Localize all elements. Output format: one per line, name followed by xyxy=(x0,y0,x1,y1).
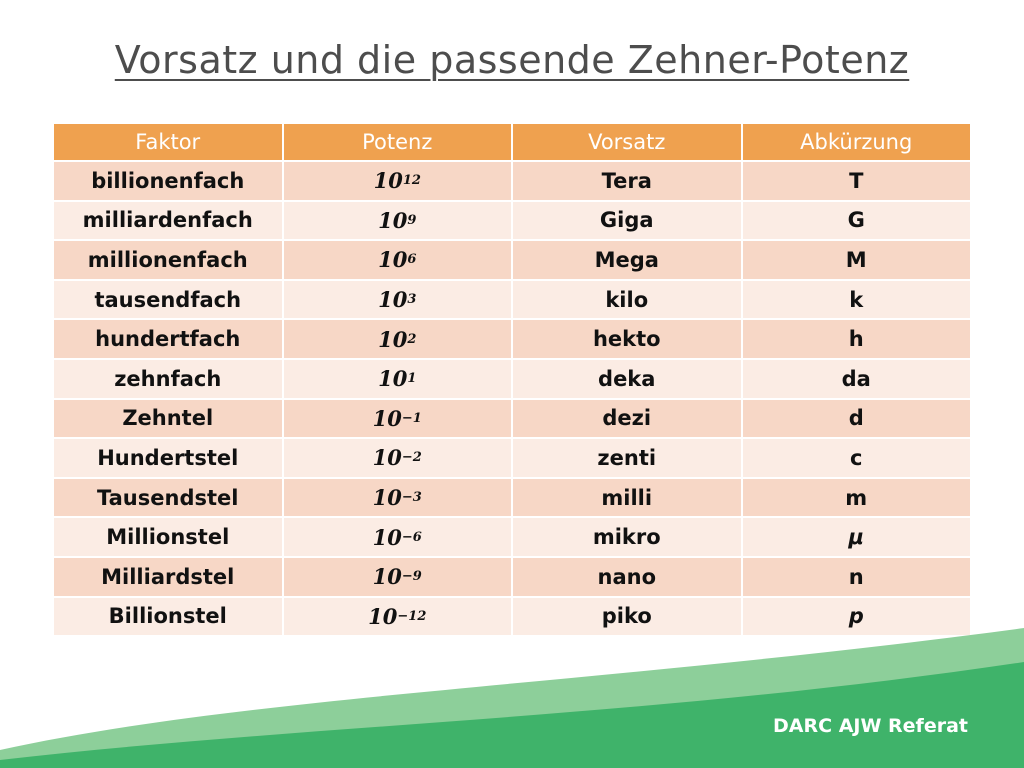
cell-vorsatz: deka xyxy=(513,359,741,398)
table-row: Millionstel 10−6 mikro μ xyxy=(54,518,970,556)
cell-faktor: billionenfach xyxy=(54,162,282,200)
cell-faktor: milliardenfach xyxy=(54,201,282,240)
cell-faktor: zehnfach xyxy=(54,359,282,398)
cell-potenz: 10−9 xyxy=(283,557,511,596)
table-row: zehnfach 101 deka da xyxy=(54,359,970,398)
cell-vorsatz: Mega xyxy=(513,241,741,279)
cell-abkuerzung: da xyxy=(742,359,970,398)
cell-abkuerzung: p xyxy=(742,597,970,636)
cell-vorsatz: nano xyxy=(513,557,741,596)
cell-faktor: Billionstel xyxy=(54,597,282,636)
cell-vorsatz: mikro xyxy=(513,518,741,556)
cell-abkuerzung: h xyxy=(742,320,970,358)
table-row: Milliardstel 10−9 nano n xyxy=(54,557,970,596)
header-abkuerzung: Abkürzung xyxy=(742,124,970,160)
table-row: milliardenfach 109 Giga G xyxy=(54,201,970,240)
cell-potenz: 10−1 xyxy=(283,399,511,438)
cell-abkuerzung: G xyxy=(742,201,970,240)
footer-wave-decoration xyxy=(0,628,1024,768)
table-row: hundertfach 102 hekto h xyxy=(54,320,970,358)
cell-faktor: Milliardstel xyxy=(54,557,282,596)
cell-potenz: 103 xyxy=(283,280,511,319)
cell-potenz: 109 xyxy=(283,201,511,240)
cell-potenz: 106 xyxy=(283,241,511,279)
table-row: Zehntel 10−1 dezi d xyxy=(54,399,970,438)
cell-faktor: millionenfach xyxy=(54,241,282,279)
cell-abkuerzung: d xyxy=(742,399,970,438)
cell-potenz: 102 xyxy=(283,320,511,358)
cell-vorsatz: piko xyxy=(513,597,741,636)
header-potenz: Potenz xyxy=(283,124,511,160)
table-row: Hundertstel 10−2 zenti c xyxy=(54,439,970,477)
wave-dark xyxy=(0,662,1024,768)
cell-abkuerzung: n xyxy=(742,557,970,596)
cell-potenz: 10−6 xyxy=(283,518,511,556)
cell-faktor: Zehntel xyxy=(54,399,282,438)
cell-abkuerzung: T xyxy=(742,162,970,200)
cell-vorsatz: milli xyxy=(513,478,741,517)
table-row: billionenfach 1012 Tera T xyxy=(54,162,970,200)
cell-faktor: hundertfach xyxy=(54,320,282,358)
cell-abkuerzung: c xyxy=(742,439,970,477)
slide-title: Vorsatz und die passende Zehner-Potenz xyxy=(114,38,910,82)
cell-potenz: 10−2 xyxy=(283,439,511,477)
cell-potenz: 10−12 xyxy=(283,597,511,636)
table-row: tausendfach 103 kilo k xyxy=(54,280,970,319)
cell-vorsatz: kilo xyxy=(513,280,741,319)
header-vorsatz: Vorsatz xyxy=(513,124,741,160)
cell-abkuerzung: k xyxy=(742,280,970,319)
footer-label: DARC AJW Referat xyxy=(773,715,968,737)
cell-vorsatz: dezi xyxy=(513,399,741,438)
table-header-row: Faktor Potenz Vorsatz Abkürzung xyxy=(54,124,970,160)
cell-potenz: 101 xyxy=(283,359,511,398)
cell-abkuerzung: M xyxy=(742,241,970,279)
cell-faktor: Tausendstel xyxy=(54,478,282,517)
cell-vorsatz: Tera xyxy=(513,162,741,200)
table-row: Tausendstel 10−3 milli m xyxy=(54,478,970,517)
cell-abkuerzung: m xyxy=(742,478,970,517)
prefix-table: Faktor Potenz Vorsatz Abkürzung billione… xyxy=(52,122,972,637)
cell-vorsatz: hekto xyxy=(513,320,741,358)
cell-vorsatz: zenti xyxy=(513,439,741,477)
header-faktor: Faktor xyxy=(54,124,282,160)
cell-potenz: 1012 xyxy=(283,162,511,200)
cell-faktor: tausendfach xyxy=(54,280,282,319)
cell-vorsatz: Giga xyxy=(513,201,741,240)
cell-faktor: Millionstel xyxy=(54,518,282,556)
cell-potenz: 10−3 xyxy=(283,478,511,517)
table-row: millionenfach 106 Mega M xyxy=(54,241,970,279)
cell-faktor: Hundertstel xyxy=(54,439,282,477)
cell-abkuerzung: μ xyxy=(742,518,970,556)
table-row: Billionstel 10−12 piko p xyxy=(54,597,970,636)
